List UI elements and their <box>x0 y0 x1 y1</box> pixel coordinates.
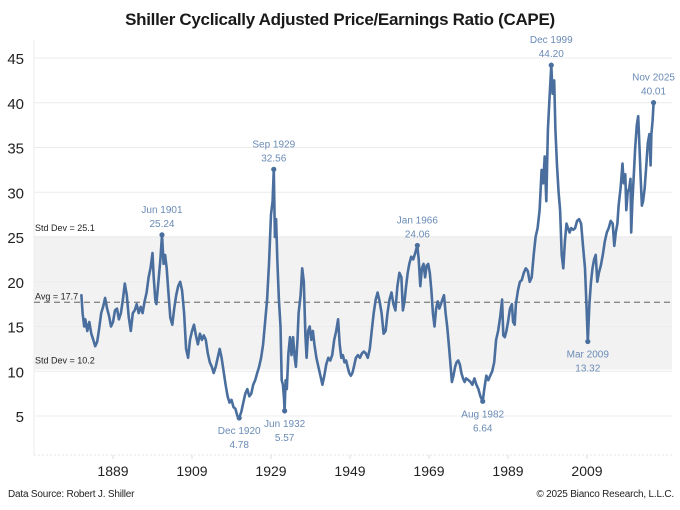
annotation-value: 13.32 <box>575 364 600 375</box>
annotation-point <box>159 232 165 238</box>
axes: 5 10 15 20 25 30 35 40 45 1889 1909 1929 1949 1969 198… <box>7 40 672 479</box>
copyright: © 2025 Bianco Research, L.L.C. <box>536 489 674 500</box>
y-tick-label: 15 <box>7 320 24 337</box>
annotation-value: 5.57 <box>275 433 295 444</box>
y-tick-label: 30 <box>7 185 24 202</box>
annotation-point <box>282 408 288 414</box>
x-tick-label: 1969 <box>413 463 444 479</box>
x-tick-label: 1989 <box>492 463 523 479</box>
annotation-point <box>414 242 420 249</box>
annotation-date: Dec 1920 <box>218 426 261 437</box>
x-tick-label: 2009 <box>571 463 602 479</box>
x-tick-label: 1929 <box>255 463 286 479</box>
y-tick-label: 45 <box>7 51 24 68</box>
x-tick-label: 1949 <box>334 463 365 479</box>
annotation-value: 44.20 <box>539 49 564 60</box>
annotation-date: Jan 1966 <box>397 215 439 226</box>
annotation-point <box>236 415 242 421</box>
y-tick-label: 40 <box>7 96 24 113</box>
annotation-point <box>271 166 277 172</box>
y-tick-label: 25 <box>7 230 24 247</box>
annotation-value: 25.24 <box>149 219 174 230</box>
annotation-date: Dec 1999 <box>530 35 573 46</box>
annotation-point <box>548 62 554 68</box>
std-dev-low-label: Std Dev = 10.2 <box>35 355 95 365</box>
annotation-point <box>650 100 657 106</box>
annotation-value: 24.06 <box>405 229 430 240</box>
y-tick-label: 5 <box>16 409 24 426</box>
chart-title: Shiller Cyclically Adjusted Price/Earnin… <box>125 10 555 29</box>
annotation-date: Jun 1901 <box>141 205 183 216</box>
data-source: Data Source: Robert J. Shiller <box>8 489 135 500</box>
x-tick-label: 1909 <box>176 463 207 479</box>
cape-series-line <box>80 63 655 420</box>
annotation-point <box>480 398 486 404</box>
annotation-date: Jun 1932 <box>264 419 306 430</box>
annotation-date: Mar 2009 <box>567 350 610 361</box>
annotations-layer: Jun 1901 25.24 Dec 1920 4.78 Sep 1929 32.56 Ju… <box>141 35 675 451</box>
x-tick-label: 1889 <box>97 463 128 479</box>
y-tick-label: 20 <box>7 275 24 292</box>
annotation-value: 6.64 <box>473 423 493 434</box>
annotation-date: Aug 1982 <box>461 409 504 420</box>
annotation-value: 4.78 <box>229 440 249 451</box>
annotation-value: 40.01 <box>641 87 666 98</box>
annotation-point <box>585 338 591 345</box>
annotation-date: Sep 1929 <box>252 139 295 150</box>
y-tick-label: 35 <box>7 141 24 158</box>
std-dev-high-label: Std Dev = 25.1 <box>35 223 95 233</box>
gridlines <box>34 57 672 417</box>
y-tick-label: 10 <box>7 364 24 381</box>
annotation-date: Nov 2025 <box>632 73 675 84</box>
series-layer <box>80 63 655 420</box>
average-line-layer: Avg = 17.7 <box>34 291 672 304</box>
average-label: Avg = 17.7 <box>35 291 78 301</box>
annotation-value: 32.56 <box>261 153 286 164</box>
std-dev-band-layer: Std Dev = 25.1 Std Dev = 10.2 <box>34 223 672 370</box>
